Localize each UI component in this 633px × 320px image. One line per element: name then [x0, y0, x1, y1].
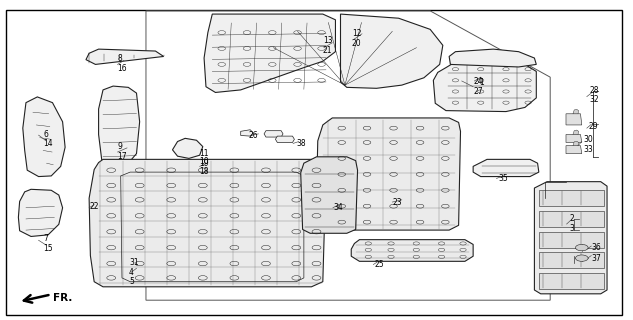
Text: 30
33: 30 33	[583, 135, 592, 154]
Polygon shape	[173, 138, 203, 158]
Polygon shape	[264, 131, 283, 137]
Text: 25: 25	[375, 260, 384, 269]
Polygon shape	[99, 86, 140, 165]
Circle shape	[575, 244, 588, 251]
Text: 24
27: 24 27	[473, 77, 483, 96]
Text: 38: 38	[296, 139, 306, 148]
Polygon shape	[573, 109, 579, 114]
Text: 1: 1	[479, 78, 484, 87]
Polygon shape	[241, 130, 253, 136]
Circle shape	[575, 255, 588, 261]
Polygon shape	[573, 130, 579, 134]
Polygon shape	[566, 146, 582, 154]
Polygon shape	[566, 134, 582, 142]
Polygon shape	[23, 97, 65, 177]
Text: 22: 22	[90, 202, 99, 211]
Text: 23: 23	[392, 197, 402, 206]
Text: 34: 34	[334, 203, 343, 212]
Polygon shape	[566, 114, 582, 125]
Text: 28
32: 28 32	[589, 86, 599, 104]
Text: 6
14: 6 14	[44, 130, 53, 148]
Polygon shape	[539, 232, 604, 248]
Polygon shape	[534, 182, 607, 294]
Text: 12
20: 12 20	[352, 29, 361, 48]
Polygon shape	[316, 118, 460, 230]
Polygon shape	[275, 136, 294, 142]
Text: 26: 26	[248, 131, 258, 140]
Text: 2
3: 2 3	[569, 214, 574, 233]
Polygon shape	[351, 240, 473, 261]
Polygon shape	[18, 189, 63, 236]
Polygon shape	[573, 141, 579, 146]
Text: 7
15: 7 15	[44, 235, 53, 253]
Polygon shape	[434, 60, 536, 112]
Text: 11
19: 11 19	[199, 149, 210, 168]
Text: 10
18: 10 18	[199, 157, 210, 176]
Text: 35: 35	[498, 174, 508, 183]
Polygon shape	[539, 252, 604, 268]
Polygon shape	[89, 159, 326, 287]
Polygon shape	[539, 273, 604, 289]
Polygon shape	[539, 211, 604, 227]
Text: 13
21: 13 21	[323, 36, 332, 55]
Text: 9
17: 9 17	[118, 142, 127, 161]
Text: 8
16: 8 16	[118, 54, 127, 73]
Text: 31
4
5: 31 4 5	[129, 258, 139, 286]
Polygon shape	[539, 190, 604, 206]
Polygon shape	[341, 14, 443, 88]
Text: 37: 37	[591, 254, 601, 263]
Polygon shape	[301, 157, 358, 233]
Polygon shape	[449, 49, 536, 67]
Polygon shape	[473, 159, 539, 177]
Text: 36: 36	[591, 243, 601, 252]
Text: FR.: FR.	[53, 293, 73, 303]
Polygon shape	[204, 14, 335, 92]
Text: 29: 29	[588, 122, 598, 131]
Polygon shape	[86, 49, 164, 64]
